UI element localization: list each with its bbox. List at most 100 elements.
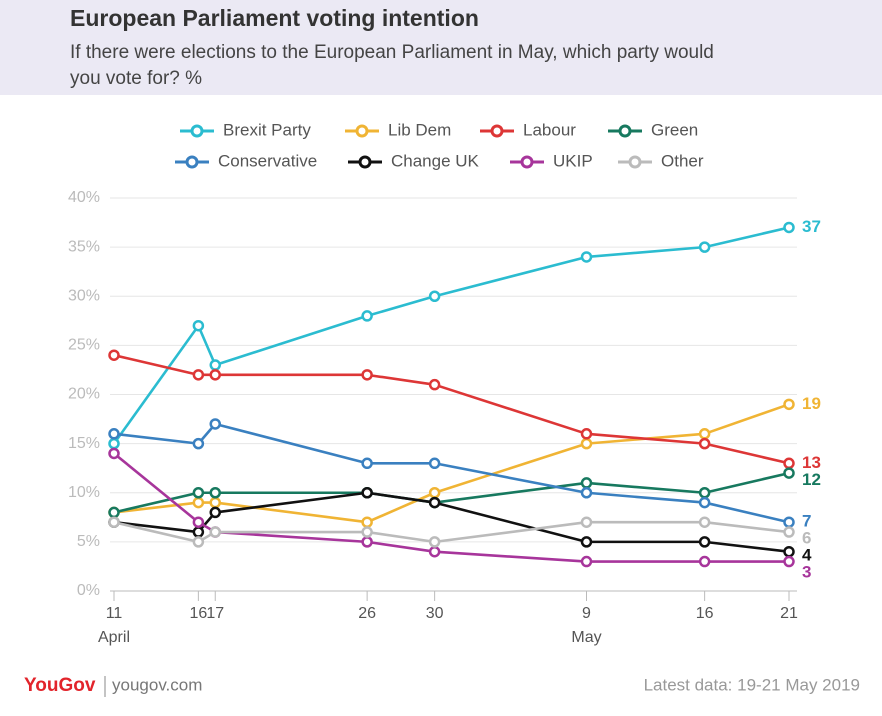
y-tick-label: 25% (68, 337, 100, 354)
data-point (698, 555, 711, 568)
data-point (698, 487, 711, 499)
end-label: 13 (802, 453, 821, 472)
data-point (209, 487, 221, 499)
chart-subtitle: If there were elections to the European … (70, 42, 714, 63)
data-point (192, 487, 205, 499)
series-line (112, 226, 790, 445)
end-label: 37 (802, 217, 821, 236)
data-point (192, 369, 205, 381)
legend-label: Change UK (391, 151, 480, 170)
data-point (580, 251, 593, 263)
data-point (192, 526, 205, 538)
data-point (428, 457, 441, 470)
data-point (192, 496, 205, 509)
chart-subtitle: you vote for? % (70, 68, 202, 89)
legend-marker (185, 155, 199, 169)
y-tick-label: 0% (77, 582, 100, 599)
data-point (698, 437, 711, 450)
data-point (698, 516, 711, 528)
x-tick-label: 21 (780, 605, 798, 622)
data-point (209, 369, 221, 381)
y-tick-label: 35% (68, 238, 100, 255)
data-point (209, 526, 221, 538)
data-point (428, 378, 441, 391)
x-tick-label: 9 (582, 605, 591, 622)
logo: YouGov (24, 675, 96, 696)
data-point (580, 536, 593, 548)
legend-label: Labour (523, 120, 576, 139)
legend-label: Green (651, 120, 698, 139)
data-point (209, 506, 221, 519)
data-point (580, 437, 593, 450)
end-label: 7 (802, 512, 811, 531)
data-point (428, 290, 441, 302)
legend-marker (358, 155, 372, 169)
data-point (192, 437, 205, 450)
y-tick-label: 5% (77, 533, 100, 550)
data-point (209, 359, 221, 371)
y-tick-label: 10% (68, 484, 100, 501)
data-point (108, 349, 120, 361)
data-point (783, 221, 795, 234)
x-tick-label: 16 (189, 605, 207, 622)
data-point (108, 428, 120, 440)
data-point (361, 310, 373, 322)
legend-label: Lib Dem (388, 120, 451, 139)
y-tick-label: 20% (68, 386, 100, 403)
x-tick-label: 30 (426, 605, 444, 622)
legend-label: UKIP (553, 151, 593, 170)
data-point (209, 496, 221, 509)
data-point (580, 487, 593, 499)
data-point (361, 516, 373, 528)
data-point (698, 428, 711, 440)
data-point (361, 526, 373, 538)
end-label: 19 (802, 394, 821, 413)
data-point (108, 506, 120, 519)
data-point (108, 437, 120, 450)
chart-title: European Parliament voting intention (70, 5, 479, 31)
x-month-label: May (571, 629, 601, 646)
data-point (108, 516, 120, 528)
end-label: 3 (802, 563, 811, 582)
data-point (783, 467, 795, 479)
data-point (783, 398, 795, 411)
data-point (428, 496, 441, 509)
end-label: 6 (802, 529, 811, 548)
legend-label: Conservative (218, 151, 317, 170)
data-point (783, 555, 795, 568)
legend-marker (355, 124, 369, 138)
data-point (580, 555, 593, 568)
legend-marker (628, 155, 642, 169)
data-point (192, 536, 205, 548)
footer-note: Latest data: 19-21 May 2019 (644, 675, 860, 694)
data-point (580, 428, 593, 440)
site: yougov.com (112, 675, 202, 694)
data-point (361, 487, 373, 499)
y-tick-label: 15% (68, 435, 100, 452)
data-point (192, 319, 205, 332)
legend-label: Brexit Party (223, 120, 311, 139)
data-point (783, 516, 795, 528)
data-point (698, 241, 711, 253)
end-label: 4 (802, 546, 812, 565)
x-tick-label: 16 (696, 605, 714, 622)
x-month-label: April (98, 629, 130, 646)
x-tick-label: 17 (206, 605, 224, 622)
x-tick-label: 26 (358, 605, 376, 622)
legend-marker (490, 124, 504, 138)
legend-marker (618, 124, 632, 138)
data-point (698, 496, 711, 509)
data-point (580, 477, 593, 489)
data-point (361, 536, 373, 548)
y-tick-label: 40% (68, 189, 100, 206)
legend-label: Other (661, 151, 704, 170)
y-tick-label: 30% (68, 287, 100, 304)
data-point (580, 516, 593, 528)
data-point (783, 545, 795, 558)
data-point (361, 457, 373, 470)
data-point (428, 545, 441, 558)
x-tick-label: 11 (106, 605, 123, 622)
legend-marker (520, 155, 534, 169)
data-point (698, 536, 711, 548)
data-point (361, 369, 373, 381)
